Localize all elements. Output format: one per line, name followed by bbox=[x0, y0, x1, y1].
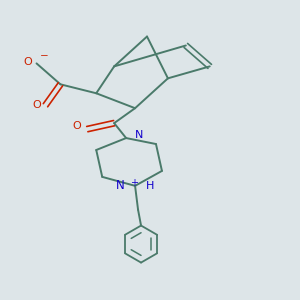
Text: N: N bbox=[135, 130, 143, 140]
Text: N: N bbox=[116, 179, 124, 192]
Text: +: + bbox=[130, 178, 138, 188]
Text: −: − bbox=[40, 51, 48, 61]
Text: O: O bbox=[23, 57, 32, 67]
Text: H: H bbox=[146, 181, 154, 191]
Text: O: O bbox=[73, 121, 81, 131]
Text: O: O bbox=[32, 100, 41, 110]
